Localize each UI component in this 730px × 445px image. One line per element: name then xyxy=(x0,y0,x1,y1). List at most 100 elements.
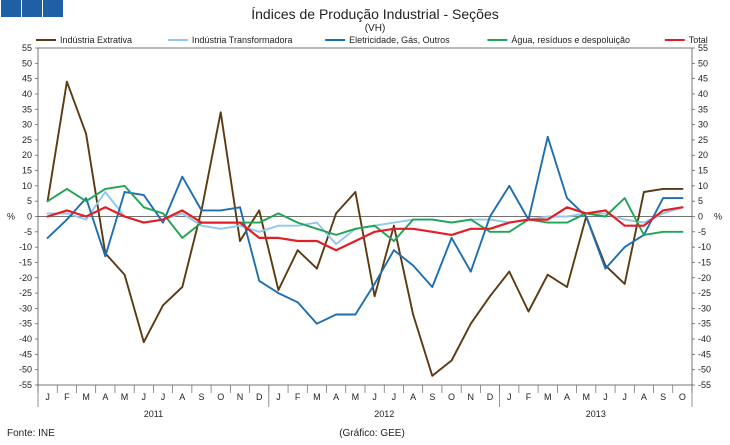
data-point-total xyxy=(681,206,684,209)
series-line-eletricidade xyxy=(46,135,684,325)
y-tick-label-left: 20 xyxy=(22,150,32,160)
y-tick-label-left: -35 xyxy=(19,319,32,329)
x-tick-label: A xyxy=(179,392,185,402)
data-point-extrativa xyxy=(335,212,338,215)
data-point-total xyxy=(643,224,645,227)
data-point-agua xyxy=(258,221,261,224)
y-tick-label-right: -20 xyxy=(698,273,711,283)
data-point-total xyxy=(585,212,588,215)
data-point-total xyxy=(123,215,126,218)
x-tick-label: O xyxy=(679,392,686,402)
data-point-eletricidade xyxy=(489,215,491,218)
y-tick-label-right: -15 xyxy=(698,257,711,267)
data-point-eletricidade xyxy=(623,246,626,249)
header-square-1 xyxy=(1,0,21,17)
data-point-extrativa xyxy=(469,322,472,325)
data-point-extrativa xyxy=(219,111,222,114)
data-point-extrativa xyxy=(373,295,376,298)
data-point-agua xyxy=(489,230,491,233)
year-label: 2011 xyxy=(144,409,163,419)
data-point-eletricidade xyxy=(469,270,472,273)
data-point-eletricidade xyxy=(450,237,453,239)
credit-note: (Gráfico: GEE) xyxy=(339,428,405,439)
data-point-eletricidade xyxy=(508,184,511,187)
data-point-transformadora xyxy=(65,212,68,215)
y-tick-label-left: 25 xyxy=(22,135,32,145)
y-tick-label-left: -25 xyxy=(19,288,32,298)
data-point-extrativa xyxy=(85,132,87,135)
legend-label-agua: Água, resíduos e despoluição xyxy=(511,35,630,45)
data-point-eletricidade xyxy=(566,197,568,200)
data-point-total xyxy=(604,209,607,212)
data-point-extrativa xyxy=(181,286,184,288)
data-point-total xyxy=(239,221,241,224)
data-point-total xyxy=(296,240,299,242)
data-point-transformadora xyxy=(181,212,184,215)
x-tick-label: M xyxy=(121,392,129,402)
y-tick-label-right: 55 xyxy=(698,43,708,53)
data-point-agua xyxy=(508,230,511,233)
series-eletricidade xyxy=(46,135,684,325)
data-point-agua xyxy=(123,184,126,187)
data-point-eletricidade xyxy=(546,135,549,138)
data-point-eletricidade xyxy=(142,194,145,196)
y-tick-label-right: -50 xyxy=(698,365,711,375)
year-label: 2012 xyxy=(374,409,394,419)
data-point-transformadora xyxy=(239,224,241,227)
y-tick-label-right: -5 xyxy=(698,227,706,237)
data-point-total xyxy=(450,233,453,236)
data-point-total xyxy=(392,227,395,230)
data-point-agua xyxy=(316,227,318,230)
y-tick-label-left: 40 xyxy=(22,89,32,99)
data-point-total xyxy=(335,249,338,252)
data-point-total xyxy=(373,230,376,233)
data-point-eletricidade xyxy=(296,301,299,304)
data-point-agua xyxy=(354,227,357,230)
data-point-eletricidade xyxy=(354,313,357,316)
legend: Indústria Extrativa Indústria Transformad… xyxy=(35,35,708,45)
data-point-extrativa xyxy=(162,304,164,307)
data-point-extrativa xyxy=(392,224,395,227)
data-point-agua xyxy=(546,221,549,224)
data-point-transformadora xyxy=(546,215,549,218)
data-point-eletricidade xyxy=(219,209,222,212)
data-point-total xyxy=(219,221,222,224)
y-tick-label-right: 25 xyxy=(698,135,708,145)
y-tick-label-right: -40 xyxy=(698,334,711,344)
data-point-total xyxy=(354,240,357,242)
x-tick-label: J xyxy=(372,392,377,402)
data-point-eletricidade xyxy=(258,279,261,282)
x-tick-label: J xyxy=(392,392,397,402)
y-tick-label-left: -30 xyxy=(19,303,32,313)
data-point-extrativa xyxy=(142,341,145,344)
x-tick-label: M xyxy=(582,392,590,402)
data-point-extrativa xyxy=(662,188,665,190)
data-point-total xyxy=(412,227,414,230)
data-point-agua xyxy=(623,197,626,200)
y-tick-label-left: 50 xyxy=(22,58,32,68)
x-tick-label: M xyxy=(352,392,360,402)
x-tick-label: M xyxy=(544,392,552,402)
data-point-extrativa xyxy=(623,283,626,285)
x-tick-label: O xyxy=(217,392,224,402)
series-line-total xyxy=(46,206,684,252)
data-point-agua xyxy=(46,200,49,203)
data-point-eletricidade xyxy=(431,286,434,288)
y-tick-label-right: 35 xyxy=(698,104,708,114)
x-tick-label: J xyxy=(507,392,512,402)
data-point-total xyxy=(489,227,491,230)
data-point-agua xyxy=(296,221,299,224)
y-tick-label-left: 0 xyxy=(27,212,32,222)
data-point-eletricidade xyxy=(104,255,107,258)
data-point-agua xyxy=(104,188,107,190)
y-tick-label-right: 30 xyxy=(698,120,708,130)
data-point-agua xyxy=(162,212,164,215)
data-point-eletricidade xyxy=(392,249,395,252)
legend-label-total: Total xyxy=(689,35,708,45)
x-tick-label: J xyxy=(45,392,50,402)
legend-label-extrativa: Indústria Extrativa xyxy=(60,35,132,45)
series-line-agua xyxy=(46,184,684,242)
data-point-agua xyxy=(681,230,684,233)
data-point-extrativa xyxy=(431,374,434,377)
data-point-total xyxy=(200,221,203,224)
